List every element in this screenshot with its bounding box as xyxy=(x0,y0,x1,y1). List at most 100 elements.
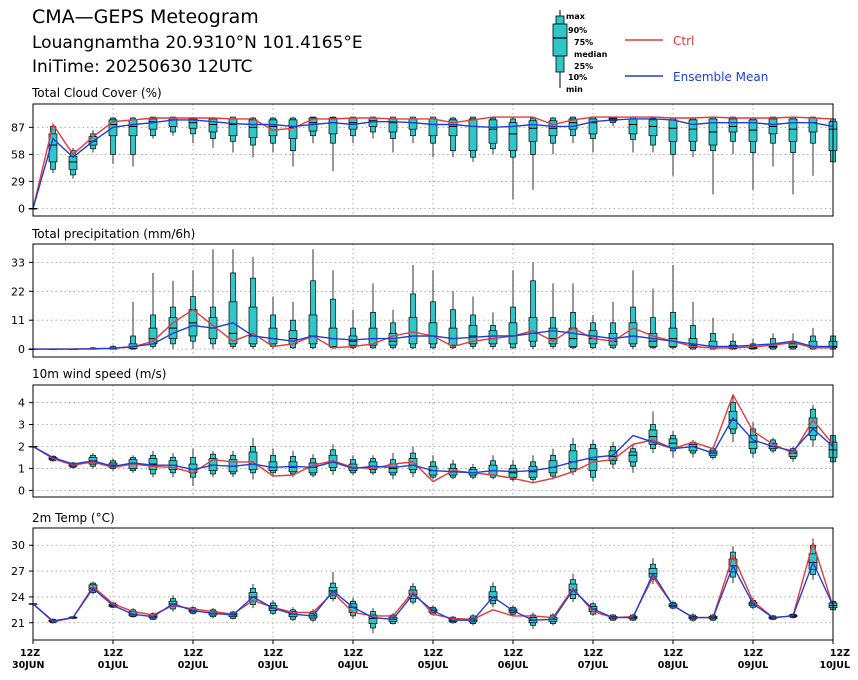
cloud-cover-boxplot xyxy=(688,117,698,158)
precipitation-box-outer xyxy=(130,335,136,350)
precipitation-frame xyxy=(32,243,834,358)
time-axis-date-label: 01JUL xyxy=(98,660,129,671)
cloud-cover-boxplot xyxy=(808,116,818,176)
time-axis-hour-label: 12Z xyxy=(830,648,850,659)
precipitation-box-inner xyxy=(308,314,318,345)
wind-speed-boxplot xyxy=(368,455,378,476)
time-axis-date-label: 02JUL xyxy=(178,660,209,671)
cloud-cover-boxplot xyxy=(408,116,418,144)
wind-speed-box-inner xyxy=(568,450,578,469)
precipitation-boxplot xyxy=(308,249,318,350)
cloud-cover-boxplot xyxy=(468,116,478,162)
wind-speed-title: 10m wind speed (m/s) xyxy=(32,367,166,381)
wind-speed-boxplot xyxy=(588,439,598,482)
cloud-cover-boxplot xyxy=(128,117,138,167)
precipitation-boxplot xyxy=(528,262,538,350)
cloud-cover-boxplot xyxy=(668,117,678,176)
precipitation-ytick-label: 33 xyxy=(11,256,25,269)
temperature-ytick-label: 24 xyxy=(11,591,25,604)
cloud-cover-boxplot xyxy=(248,117,258,158)
cloud-cover-boxplot xyxy=(448,117,458,158)
wind-speed-box-inner xyxy=(248,451,258,470)
wind-speed-ytick-label: 1 xyxy=(18,462,25,475)
precipitation-box-outer xyxy=(690,325,696,350)
time-axis-date-label: 30JUN xyxy=(12,660,44,671)
precipitation-box-inner xyxy=(268,327,278,345)
cloud-cover-box-inner xyxy=(208,118,218,133)
cloud-cover-title: Total Cloud Cover (%) xyxy=(31,86,162,100)
cloud-cover-boxplot xyxy=(188,117,198,144)
wind-speed-boxplot xyxy=(268,448,278,478)
wind-speed-boxplot xyxy=(528,455,538,482)
time-axis-hour-label: 12Z xyxy=(743,648,763,659)
precipitation-box-inner xyxy=(248,306,258,345)
precipitation-box-inner xyxy=(468,325,478,345)
wind-speed-boxplot xyxy=(428,455,438,480)
cloud-cover-box-inner xyxy=(148,118,158,130)
precipitation-box-outer xyxy=(650,317,656,349)
cloud-cover-boxplot xyxy=(768,116,778,167)
wind-speed-boxplot xyxy=(468,464,478,480)
precipitation-mean-line xyxy=(33,322,833,350)
time-axis-date-label: 04JUL xyxy=(338,660,369,671)
precipitation-box-inner xyxy=(488,330,498,345)
precipitation-box-inner xyxy=(328,327,338,347)
cloud-cover-box-inner xyxy=(408,118,418,130)
wind-speed-boxplot xyxy=(348,455,358,476)
temperature-box-inner xyxy=(368,614,378,624)
time-axis: 12Z30JUN12Z01JUL12Z02JUL12Z03JUL12Z04JUL… xyxy=(12,640,850,671)
cloud-cover-boxplot xyxy=(628,116,638,153)
precipitation-box-inner xyxy=(648,332,658,347)
wind-speed-box-inner xyxy=(408,458,418,470)
cloud-cover-ytick-label: 87 xyxy=(11,121,25,134)
precipitation-box-inner xyxy=(508,322,518,345)
cloud-cover-box-inner xyxy=(388,118,398,133)
wind-speed-box-inner xyxy=(648,429,658,445)
init-time-label: IniTime: 20250630 12UTC xyxy=(32,57,253,77)
precipitation-box-inner xyxy=(528,317,538,342)
wind-speed-boxplot xyxy=(208,450,218,478)
legend-median-label: median xyxy=(574,50,608,59)
precipitation-box-inner xyxy=(588,330,598,345)
time-axis-date-label: 03JUL xyxy=(258,660,289,671)
legend: max 90% 75% median 25% 10% min Ctrl Ense… xyxy=(552,10,768,94)
precipitation-boxplot xyxy=(288,301,298,350)
legend-p25-label: 25% xyxy=(574,62,593,71)
time-axis-date-label: 05JUL xyxy=(418,660,449,671)
cloud-cover-box-inner xyxy=(688,119,698,142)
wind-speed-ytick-label: 0 xyxy=(18,484,25,497)
precipitation-boxplot xyxy=(468,296,478,350)
cloud-cover-box-inner xyxy=(568,118,578,130)
precipitation-boxplot xyxy=(768,333,778,350)
precipitation-boxplot xyxy=(448,291,458,350)
time-axis-hour-label: 12Z xyxy=(583,648,603,659)
cloud-cover-boxplot xyxy=(48,124,58,174)
cloud-cover-boxplot xyxy=(788,116,798,195)
time-axis-date-label: 09JUL xyxy=(738,660,769,671)
wind-speed-boxplot xyxy=(628,444,638,473)
temperature-boxplot xyxy=(328,571,338,602)
legend-p10-label: 10% xyxy=(568,73,587,82)
wind-speed-boxplot xyxy=(228,450,238,478)
cloud-cover-boxplot xyxy=(148,116,158,139)
legend-box-outer-lower xyxy=(555,55,565,73)
cloud-cover-boxplot xyxy=(488,117,498,155)
cloud-cover-ytick-label: 29 xyxy=(11,175,25,188)
cloud-cover-box-inner xyxy=(248,119,258,138)
cloud-cover-box-inner xyxy=(328,117,338,135)
time-axis-hour-label: 12Z xyxy=(503,648,523,659)
cloud-cover-mean-line xyxy=(32,118,834,209)
precipitation-ytick-label: 22 xyxy=(11,285,25,298)
cloud-cover-boxplot xyxy=(228,116,238,153)
cloud-cover-box-inner xyxy=(128,119,138,137)
cloud-cover-boxplot xyxy=(648,117,658,153)
wind-speed-ctrl-line xyxy=(32,393,834,484)
wind-speed-panel: 10m wind speed (m/s) 0 1 2 3 4 xyxy=(18,367,838,498)
cloud-cover-boxplot xyxy=(548,117,558,155)
precipitation-box-outer xyxy=(310,280,316,349)
page-title: CMA—GEPS Meteogram xyxy=(32,6,259,28)
cloud-cover-box-inner xyxy=(808,117,818,133)
cloud-cover-box-inner xyxy=(648,119,658,137)
legend-mean-label: Ensemble Mean xyxy=(673,70,768,84)
